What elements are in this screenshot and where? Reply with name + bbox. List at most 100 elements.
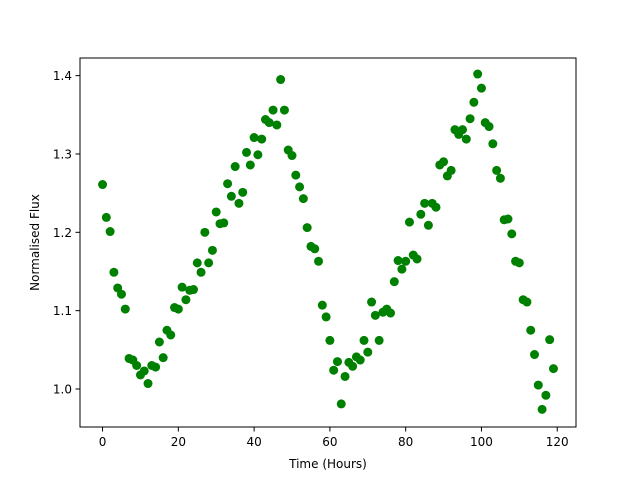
data-point — [173, 304, 183, 314]
x-tick-label: 100 — [470, 435, 493, 449]
data-point — [367, 297, 377, 307]
data-point — [279, 105, 289, 115]
data-point — [204, 258, 214, 268]
x-tick-label: 80 — [398, 435, 413, 449]
data-point — [264, 118, 274, 128]
data-point — [219, 218, 229, 228]
data-point — [336, 399, 346, 409]
data-point — [401, 256, 411, 266]
data-point — [397, 264, 407, 274]
data-point — [238, 187, 248, 197]
data-point — [461, 134, 471, 144]
data-point — [325, 335, 335, 345]
data-point — [321, 312, 331, 322]
data-point — [389, 277, 399, 287]
data-point — [226, 191, 236, 201]
y-tick-label: 1.2 — [53, 226, 72, 240]
data-point — [200, 227, 210, 237]
data-point — [177, 282, 187, 292]
x-axis-ticks: 0 20 40 60 80 100 120 — [99, 427, 569, 449]
x-tick-label: 120 — [546, 435, 569, 449]
data-point — [166, 330, 176, 340]
data-point — [253, 150, 263, 160]
data-point — [298, 194, 308, 204]
y-tick-label: 1.4 — [53, 69, 72, 83]
x-tick-label: 40 — [246, 435, 261, 449]
data-point — [533, 380, 543, 390]
data-point — [416, 209, 426, 219]
data-point — [132, 361, 142, 370]
data-point — [101, 212, 111, 222]
data-point — [116, 289, 126, 299]
data-point — [507, 229, 517, 239]
data-point — [211, 207, 221, 217]
data-point — [257, 134, 267, 144]
plot-frame — [79, 57, 577, 428]
data-point — [404, 217, 414, 227]
data-point — [488, 139, 498, 149]
data-point — [188, 285, 198, 295]
x-tick-label: 60 — [322, 435, 337, 449]
data-point — [98, 180, 108, 190]
data-point — [196, 267, 206, 277]
data-point — [158, 353, 168, 363]
data-point — [139, 366, 149, 376]
data-point — [154, 337, 164, 347]
data-point — [495, 173, 505, 183]
data-point — [545, 335, 555, 345]
data-point — [522, 297, 532, 307]
data-point — [458, 125, 468, 135]
data-point — [423, 220, 433, 230]
data-point — [348, 361, 358, 371]
data-point — [537, 404, 547, 414]
y-tick-label: 1.0 — [53, 383, 72, 397]
data-point — [268, 105, 278, 115]
data-point — [151, 362, 161, 372]
data-point — [242, 147, 252, 157]
data-point — [272, 120, 282, 130]
data-point — [473, 69, 483, 79]
x-axis-label: Time (Hours) — [288, 457, 367, 471]
data-point — [503, 214, 513, 224]
data-point — [446, 165, 456, 175]
data-point — [230, 162, 240, 172]
data-point — [329, 365, 339, 375]
data-point — [245, 160, 255, 170]
data-point — [314, 256, 324, 266]
data-point — [109, 267, 119, 277]
data-point — [105, 227, 115, 237]
data-point — [530, 350, 540, 360]
data-point — [370, 310, 380, 320]
y-tick-label: 1.3 — [53, 147, 72, 161]
data-point — [439, 157, 449, 167]
data-point — [291, 170, 301, 180]
data-point — [207, 245, 217, 255]
x-tick-label: 20 — [171, 435, 186, 449]
y-axis-ticks: 1.0 1.1 1.2 1.3 1.4 — [53, 69, 80, 397]
data-point — [310, 244, 320, 254]
data-point — [295, 182, 305, 192]
data-point — [340, 371, 350, 381]
data-point — [302, 223, 312, 233]
data-point — [120, 304, 130, 314]
data-point — [355, 355, 365, 365]
data-point — [249, 133, 259, 143]
data-point — [412, 254, 422, 264]
data-point — [465, 114, 475, 124]
data-point — [181, 295, 191, 305]
data-point — [484, 122, 494, 132]
data-points — [98, 69, 558, 414]
data-point — [363, 347, 373, 357]
data-point — [393, 256, 403, 266]
data-point — [332, 357, 342, 367]
data-point — [192, 258, 202, 268]
y-tick-label: 1.1 — [53, 304, 72, 318]
data-point — [514, 258, 524, 268]
data-point — [276, 75, 286, 85]
data-point — [287, 151, 297, 161]
data-point — [374, 335, 384, 345]
y-axis-label: Normalised Flux — [28, 194, 42, 291]
